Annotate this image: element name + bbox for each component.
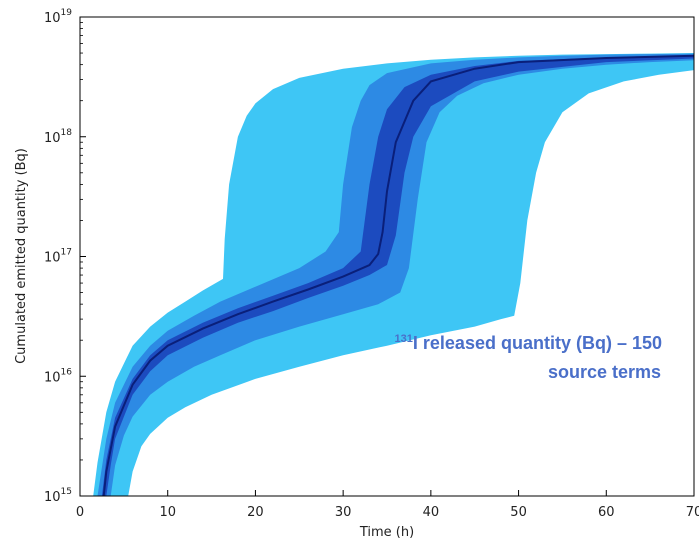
annotation-line-1: 131I released quantity (Bq) – 150 bbox=[395, 333, 662, 353]
y-tick-label: 1016 bbox=[44, 367, 72, 385]
median-line bbox=[102, 54, 694, 496]
y-tick-label: 1015 bbox=[44, 487, 72, 505]
y-tick-label: 1019 bbox=[44, 8, 72, 26]
inner-band-area bbox=[101, 55, 694, 496]
y-tick-label: 1017 bbox=[44, 248, 72, 266]
x-tick-label: 30 bbox=[335, 505, 352, 520]
annotation-line-2: source terms bbox=[548, 362, 661, 382]
central-band-area bbox=[97, 53, 694, 496]
x-tick-label: 70 bbox=[686, 505, 699, 520]
plot-area bbox=[93, 53, 694, 496]
y-axis-title: Cumulated emitted quantity (Bq) bbox=[14, 148, 29, 364]
annotation-text: I released quantity (Bq) – 150 bbox=[413, 333, 662, 353]
x-tick-label: 50 bbox=[510, 505, 527, 520]
x-tick-label: 10 bbox=[159, 505, 176, 520]
x-tick-label: 0 bbox=[76, 505, 84, 520]
x-axis-title: Time (h) bbox=[359, 525, 414, 540]
axis-ticks: 0 10 20 30 40 50 60 70 1015 1016 1017 1018 1019 bbox=[44, 8, 699, 520]
x-tick-label: 20 bbox=[247, 505, 264, 520]
annotation: 131I released quantity (Bq) – 150 source… bbox=[395, 333, 662, 382]
annotation-isotope-mass: 131 bbox=[395, 333, 413, 345]
y-tick-label: 1018 bbox=[44, 128, 72, 146]
x-tick-label: 40 bbox=[423, 505, 440, 520]
x-tick-label: 60 bbox=[598, 505, 615, 520]
